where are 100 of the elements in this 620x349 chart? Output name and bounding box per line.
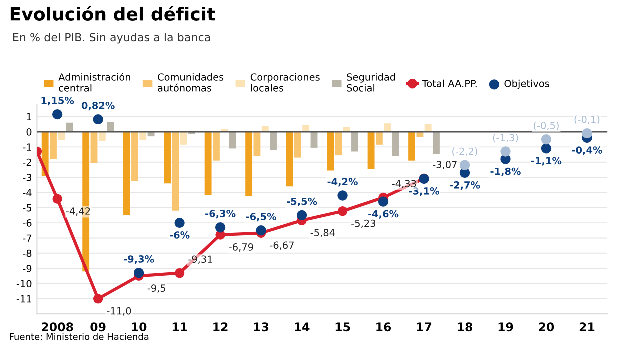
bar xyxy=(416,132,424,138)
y-tick-label: -10 xyxy=(16,280,32,288)
data-label: -3,07 xyxy=(433,161,457,170)
data-label: -4,2% xyxy=(328,178,358,187)
bar xyxy=(132,132,138,182)
y-tick-label: -5 xyxy=(23,204,32,212)
legend-label: Objetivos xyxy=(504,80,550,90)
bar xyxy=(327,132,334,171)
data-label: -6% xyxy=(170,232,190,239)
bar xyxy=(66,122,74,132)
legend-label: Seguridad Social xyxy=(347,73,396,92)
data-label: -9,31 xyxy=(188,256,212,264)
y-tick-label: -7 xyxy=(23,234,32,242)
legend-label: Corporaciones locales xyxy=(250,73,320,92)
bar xyxy=(107,122,114,132)
x-tick-label: 2008 xyxy=(42,322,74,332)
x-tick-label: 19 xyxy=(498,322,514,332)
data-label: -2,7% xyxy=(450,181,480,190)
bar xyxy=(335,132,342,156)
y-tick-label: -1 xyxy=(23,144,32,151)
x-tick-label: 21 xyxy=(580,322,595,332)
data-label: -1,1% xyxy=(532,157,562,166)
y-tick-label: -8 xyxy=(23,250,32,258)
x-tick-label: 15 xyxy=(336,322,350,332)
bar xyxy=(180,132,188,145)
bar xyxy=(172,132,180,211)
data-label: -11,0 xyxy=(107,307,132,316)
point xyxy=(134,268,144,278)
point xyxy=(93,294,104,304)
point xyxy=(378,196,389,207)
data-label: -9,5 xyxy=(148,284,166,294)
bar xyxy=(384,124,392,132)
data-label: (-0,1) xyxy=(574,116,600,124)
bar xyxy=(98,132,106,142)
bar xyxy=(302,125,310,132)
data-label: -1,8% xyxy=(490,168,521,176)
point xyxy=(215,222,226,233)
bar xyxy=(352,132,358,152)
chart-title: Evolución del déficit xyxy=(10,6,216,21)
data-label: -6,3% xyxy=(206,210,236,219)
point xyxy=(52,109,63,120)
point xyxy=(338,206,348,216)
y-tick-label: -3 xyxy=(23,174,32,182)
x-tick-label: 18 xyxy=(458,322,472,332)
legend-label: Administración central xyxy=(58,73,130,92)
data-label: -9,3% xyxy=(124,256,154,264)
point xyxy=(256,226,266,236)
x-tick-label: 09 xyxy=(90,322,106,332)
point xyxy=(93,114,104,125)
bar xyxy=(90,132,98,164)
data-label: 1,15% xyxy=(42,96,74,106)
data-label: -3,1% xyxy=(409,188,440,196)
data-label: -5,5% xyxy=(287,198,318,206)
point xyxy=(582,128,592,139)
point xyxy=(174,218,185,228)
bar xyxy=(140,132,147,140)
data-label: -6,67 xyxy=(270,242,294,250)
data-label: -5,23 xyxy=(352,220,376,228)
chart-subtitle: En % del PIB. Sin ayudas a la banca xyxy=(13,33,210,44)
bar xyxy=(433,132,440,154)
bar xyxy=(204,132,212,195)
y-tick-label: 1 xyxy=(27,113,32,121)
source-note: Fuente: Ministerio de Hacienda xyxy=(10,333,149,340)
data-label: -6,5% xyxy=(246,213,276,222)
bar xyxy=(254,132,261,156)
data-label: 0,82% xyxy=(82,102,115,111)
y-tick-label: -6 xyxy=(23,220,32,227)
x-tick-label: 20 xyxy=(539,322,554,332)
bar xyxy=(310,132,318,148)
point xyxy=(338,190,348,201)
bar xyxy=(424,124,432,132)
point xyxy=(541,134,552,145)
x-tick-label: 13 xyxy=(254,322,269,332)
bar xyxy=(123,132,130,216)
point xyxy=(460,160,470,170)
bar xyxy=(262,126,269,132)
point xyxy=(52,194,62,204)
bar xyxy=(164,132,172,184)
bar xyxy=(229,132,236,149)
x-tick-label: 14 xyxy=(295,322,310,332)
y-tick-label: -2 xyxy=(23,158,32,166)
x-tick-label: 10 xyxy=(132,322,147,332)
point xyxy=(500,146,511,157)
legend-label: Comunidades autónomas xyxy=(158,73,224,92)
data-label: -0,4% xyxy=(572,146,602,156)
data-label: -5,84 xyxy=(310,229,335,238)
x-tick-label: 12 xyxy=(214,322,228,332)
bar xyxy=(213,132,220,161)
data-label: -6,79 xyxy=(229,244,254,252)
x-tick-label: 17 xyxy=(417,322,432,332)
point xyxy=(174,268,185,278)
bar xyxy=(246,132,253,196)
y-tick-label: -9 xyxy=(23,265,32,272)
x-tick-label: 16 xyxy=(376,322,392,332)
bar xyxy=(50,132,57,160)
data-label: (-2,2) xyxy=(452,148,478,156)
bar xyxy=(368,132,375,170)
bar xyxy=(58,132,66,140)
bar xyxy=(286,132,294,187)
data-label: -4,42 xyxy=(66,208,90,216)
